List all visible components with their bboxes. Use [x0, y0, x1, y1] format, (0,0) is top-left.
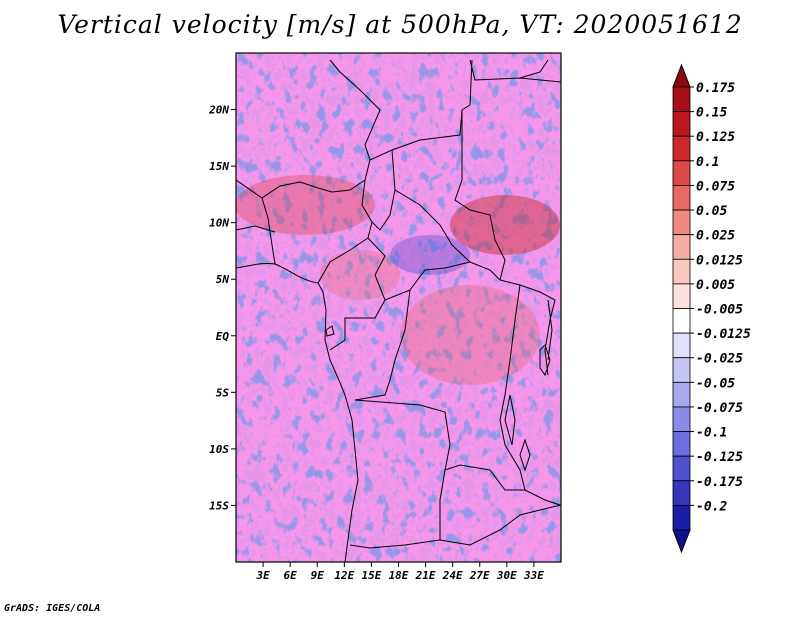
colorbar-label: -0.075: [696, 401, 743, 416]
lon-tick-label: 18E: [389, 569, 409, 582]
colorbar-label: -0.2: [696, 499, 727, 514]
country-borders: [236, 59, 561, 562]
colorbar-swatch: [672, 111, 691, 137]
colorbar-label: 0.175: [696, 81, 735, 96]
lon-tick-label: 24E: [442, 569, 463, 582]
lat-tick-label: 5S: [216, 386, 230, 399]
lon-tick-label: 3E: [255, 569, 270, 582]
plot-title: Vertical velocity [m/s] at 500hPa, VT: 2…: [57, 10, 743, 39]
colorbar-label: -0.025: [696, 352, 743, 367]
latitude-axis: 20N 15N 10N 5N EQ 5S 10S 15S: [208, 104, 236, 512]
velocity-field: [236, 53, 561, 562]
colorbar-label: -0.125: [696, 450, 743, 465]
colorbar-swatch: [672, 86, 691, 113]
colorbar: 0.175 0.15 0.125 0.1 0.075 0.05 0.025 0.0125 0.0…: [672, 63, 751, 554]
colorbar-label: 0.1: [696, 155, 719, 170]
footer-credit: GrADS: IGES/COLA: [4, 603, 101, 614]
lon-tick-label: 12E: [334, 569, 354, 582]
colorbar-label: 0.0125: [696, 253, 743, 268]
colorbar-swatch: [672, 480, 691, 506]
colorbar-swatch: [672, 308, 691, 334]
lon-tick-label: 6E: [284, 569, 298, 582]
lon-tick-label: 15E: [361, 569, 381, 582]
colorbar-swatch: [672, 185, 691, 211]
colorbar-label: 0.075: [696, 179, 735, 194]
lat-tick-label: 15N: [209, 160, 229, 173]
lat-tick-label: 10S: [209, 443, 229, 456]
lat-tick-label: 5N: [216, 273, 230, 286]
colorbar-swatch: [672, 381, 691, 408]
colorbar-swatch: [672, 504, 691, 531]
colorbar-label: 0.05: [696, 204, 727, 219]
colorbar-bottom-arrow: [672, 529, 691, 554]
lat-tick-label: 10N: [209, 217, 229, 230]
colorbar-swatch: [672, 283, 691, 309]
colorbar-top-arrow: [672, 63, 691, 88]
colorbar-swatch: [672, 357, 691, 383]
colorbar-label: -0.0125: [696, 327, 751, 342]
colorbar-label: -0.175: [696, 475, 743, 490]
colorbar-swatch: [672, 455, 691, 482]
colorbar-swatch: [672, 258, 691, 285]
colorbar-label: 0.15: [696, 106, 727, 121]
lat-tick-label: 20N: [208, 104, 229, 117]
colorbar-label: -0.1: [696, 426, 727, 441]
colorbar-swatch: [672, 209, 691, 236]
colorbar-label: 0.005: [696, 278, 735, 293]
colorbar-label: -0.005: [696, 303, 743, 318]
lat-tick-label: 15S: [209, 499, 229, 512]
lon-tick-label: 33E: [523, 569, 544, 582]
lon-tick-label: 30E: [496, 569, 517, 582]
lon-tick-label: 27E: [469, 569, 490, 582]
lat-tick-label: EQ: [216, 330, 230, 343]
colorbar-swatch: [672, 332, 691, 359]
colorbar-swatch: [672, 234, 691, 260]
colorbar-label: 0.025: [696, 229, 735, 244]
colorbar-swatch: [672, 406, 691, 432]
lon-tick-label: 21E: [415, 569, 436, 582]
longitude-axis: 3E 6E 9E 12E 15E 18E 21E 24E 27E 30E 33E: [255, 562, 544, 582]
colorbar-label: -0.05: [696, 376, 735, 391]
colorbar-swatch: [672, 431, 691, 457]
colorbar-swatch: [672, 160, 691, 186]
colorbar-label: 0.125: [696, 130, 735, 145]
colorbar-swatch: [672, 135, 691, 162]
lon-tick-label: 9E: [311, 569, 325, 582]
